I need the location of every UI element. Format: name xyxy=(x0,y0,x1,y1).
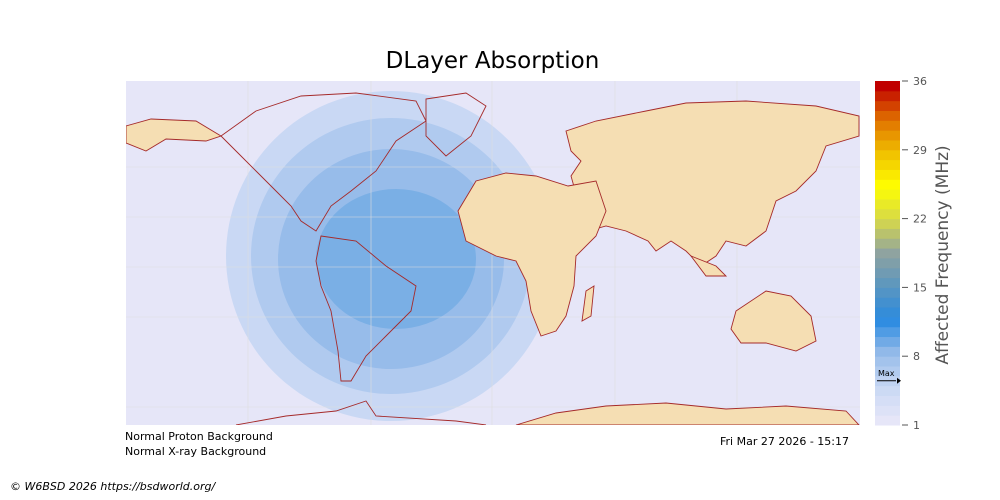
colorbar-band xyxy=(875,149,900,161)
colorbar-band xyxy=(875,267,900,279)
colorbar-band xyxy=(875,356,900,367)
colorbar-band xyxy=(875,120,900,131)
colorbar-tick-label: 8 xyxy=(913,350,920,363)
colorbar-band xyxy=(875,366,900,377)
colorbar-band xyxy=(875,110,900,121)
coastlines xyxy=(126,92,860,425)
colorbar-band xyxy=(875,100,900,111)
colorbar-band xyxy=(875,346,900,357)
colorbar-band xyxy=(875,81,900,92)
colorbar-band xyxy=(875,238,900,249)
colorbar-band xyxy=(875,159,900,170)
max-marker: Max xyxy=(877,369,901,384)
arrow-head-icon xyxy=(897,377,901,384)
colorbar-band xyxy=(875,179,900,190)
copyright: © W6BSD 2026 https://bsdworld.org/ xyxy=(10,480,216,493)
colorbar-band xyxy=(875,228,900,239)
colorbar-tick-label: 29 xyxy=(913,144,927,157)
absorption-contours xyxy=(226,91,556,421)
colorbar-tick-label: 36 xyxy=(913,75,927,88)
colorbar-band xyxy=(875,287,900,298)
colorbar-band xyxy=(875,415,900,426)
xray-status: Normal X-ray Background xyxy=(125,445,267,458)
colorbar-band xyxy=(875,218,900,229)
chart-title: DLayer Absorption xyxy=(385,48,600,74)
colorbar-band xyxy=(875,385,900,397)
colorbar-band xyxy=(875,395,900,406)
timestamp: Fri Mar 27 2026 - 15:17 xyxy=(720,435,850,448)
colorbar-band xyxy=(875,316,900,328)
absorption-level-4 xyxy=(316,189,476,329)
colorbar-band xyxy=(875,257,900,269)
colorbar-bands xyxy=(875,81,900,426)
colorbar-band xyxy=(875,130,900,141)
colorbar-ticks: 36 29 22 15 8 1 xyxy=(902,75,927,432)
colorbar: 36 29 22 15 8 1 Max Affected Frequency (MHz) xyxy=(875,75,953,432)
colorbar-band xyxy=(875,189,900,200)
colorbar-band xyxy=(875,208,900,220)
colorbar-tick-label: 15 xyxy=(913,281,927,294)
colorbar-band xyxy=(875,139,900,151)
colorbar-band xyxy=(875,326,900,338)
max-marker-label: Max xyxy=(878,369,895,378)
colorbar-band xyxy=(875,198,900,210)
colorbar-band xyxy=(875,307,900,318)
colorbar-band xyxy=(875,169,900,180)
proton-status: Normal Proton Background xyxy=(125,430,273,443)
colorbar-band xyxy=(875,248,900,259)
colorbar-label: Affected Frequency (MHz) xyxy=(933,145,953,364)
colorbar-tick-label: 22 xyxy=(913,213,927,226)
colorbar-band xyxy=(875,405,900,416)
colorbar-tick-label: 1 xyxy=(913,419,920,432)
colorbar-band xyxy=(875,336,900,347)
absorption-map xyxy=(126,81,860,425)
colorbar-band xyxy=(875,277,900,288)
colorbar-band xyxy=(875,297,900,308)
colorbar-band xyxy=(875,90,900,102)
